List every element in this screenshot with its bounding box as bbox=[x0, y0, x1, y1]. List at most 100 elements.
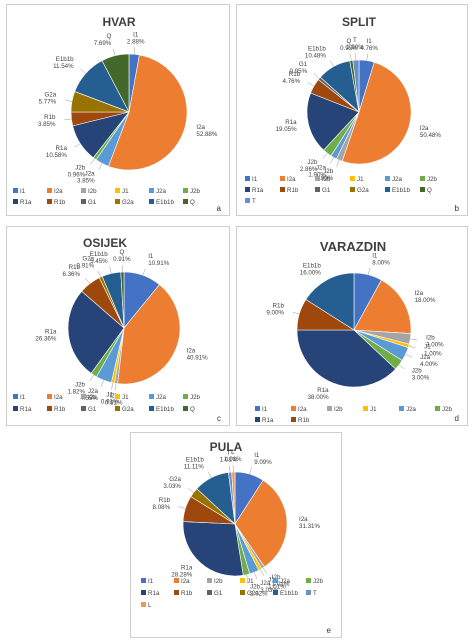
panel-letter: e bbox=[327, 626, 332, 635]
legend-label-i2a: I2a bbox=[287, 176, 296, 183]
data-label-j2a: J2a 3.03% bbox=[260, 580, 278, 594]
leader-line bbox=[133, 47, 136, 55]
legend-swatch-r1a bbox=[141, 590, 146, 595]
legend-swatch-r1a bbox=[13, 406, 18, 411]
legend-label-i2a: I2a bbox=[54, 188, 63, 195]
legend-swatch-r1a bbox=[255, 417, 260, 422]
data-label-g2a: G2a 0.91% bbox=[77, 256, 95, 270]
legend-swatch-i1 bbox=[13, 394, 18, 399]
legend-swatch-j2a bbox=[149, 188, 154, 193]
leader-line bbox=[65, 100, 73, 102]
data-label-t: T 1.01% bbox=[220, 449, 238, 463]
chart-title: HVAR bbox=[102, 15, 135, 29]
leader-line bbox=[292, 311, 300, 315]
data-label-e1b1b: E1b1b 10.48% bbox=[305, 46, 327, 60]
legend-swatch-g1 bbox=[207, 590, 212, 595]
leader-line bbox=[142, 268, 146, 276]
pie-slice-e1b1b bbox=[305, 272, 355, 331]
data-label-j2a: J2a 4.55% bbox=[80, 388, 98, 402]
data-label-j2b: J2b 1.82% bbox=[67, 382, 85, 396]
data-label-i1: I1 4.76% bbox=[360, 38, 378, 52]
legend-swatch-j1 bbox=[115, 394, 120, 399]
legend-label-j1: J1 bbox=[122, 188, 129, 195]
data-label-r1a: R1a 10.58% bbox=[46, 145, 68, 159]
legend-label-r1b: R1b bbox=[287, 187, 299, 194]
data-label-i1: I1 9.09% bbox=[254, 452, 272, 466]
legend-swatch-i1 bbox=[141, 578, 146, 583]
leader-line bbox=[313, 73, 320, 79]
data-label-r1b: R1b 8.08% bbox=[153, 497, 171, 511]
legend-swatch-i1 bbox=[245, 176, 250, 181]
data-label-l: L 1.01% bbox=[224, 449, 242, 463]
legend-label-e1b1b: E1b1b bbox=[392, 187, 410, 194]
leader-line bbox=[260, 569, 264, 576]
data-label-r1a: R1a 19.05% bbox=[276, 119, 298, 133]
legend-label-i2b: I2b bbox=[322, 176, 331, 183]
legend-swatch-q bbox=[183, 199, 188, 204]
legend-label-i1: I1 bbox=[262, 406, 268, 413]
data-label-t: T 1.90% bbox=[346, 37, 364, 51]
pie-slice-l bbox=[231, 471, 236, 525]
leader-line bbox=[178, 506, 186, 509]
data-label-j2b: J2b 2.86% bbox=[300, 159, 318, 173]
legend-swatch-j2b bbox=[306, 578, 311, 583]
legend-swatch-g2a bbox=[115, 199, 120, 204]
legend-swatch-r1b bbox=[174, 590, 179, 595]
pie-slice-r1a bbox=[306, 92, 360, 151]
leader-line bbox=[330, 157, 334, 164]
leader-line bbox=[111, 382, 114, 390]
legend-swatch-j2b bbox=[183, 188, 188, 193]
pie-slice-q bbox=[101, 53, 130, 113]
legend-label-t: T bbox=[313, 590, 317, 597]
legend-label-g2a: G2a bbox=[122, 199, 134, 206]
leader-line bbox=[246, 574, 249, 582]
legend-swatch-j2b bbox=[435, 406, 440, 411]
legend-label-r1a: R1a bbox=[20, 199, 32, 206]
leader-line bbox=[113, 48, 116, 56]
leader-line bbox=[322, 152, 328, 159]
pie-slice-r1a bbox=[67, 290, 125, 374]
leader-line bbox=[64, 118, 72, 121]
legend-label-j2a: J2a bbox=[406, 406, 417, 413]
leader-line bbox=[229, 465, 231, 473]
leader-line bbox=[249, 467, 252, 475]
panel-letter: a bbox=[217, 204, 222, 213]
legend-label-r1a: R1a bbox=[252, 187, 264, 194]
leader-line bbox=[367, 267, 371, 275]
leader-line bbox=[408, 345, 416, 349]
legend-label-j1: J1 bbox=[122, 394, 129, 401]
leader-line bbox=[398, 364, 405, 370]
legend-swatch-r1a bbox=[13, 199, 18, 204]
legend-swatch-j2a bbox=[385, 176, 390, 181]
data-label-i2a: I2a 18.00% bbox=[415, 290, 436, 304]
legend-swatch-j2a bbox=[149, 394, 154, 399]
legend-label-i2b: I2b bbox=[88, 188, 97, 195]
pie-slice-q bbox=[120, 271, 125, 329]
data-label-r1b: R1b 6.36% bbox=[62, 264, 80, 278]
leader-line bbox=[405, 354, 413, 358]
legend-label-i1: I1 bbox=[252, 176, 258, 183]
data-label-j2a: J2a 3.85% bbox=[77, 171, 95, 185]
data-label-j2b: J2b 0.96% bbox=[68, 165, 86, 179]
legend-swatch-g1 bbox=[81, 406, 86, 411]
legend-label-g2a: G2a bbox=[247, 590, 259, 597]
legend-label-i1: I1 bbox=[20, 188, 26, 195]
data-label-e1b1b: E1b1b 5.45% bbox=[90, 251, 108, 265]
leader-line bbox=[109, 266, 112, 274]
legend-label-i2b: I2b bbox=[88, 394, 97, 401]
legend-swatch-i2b bbox=[327, 406, 332, 411]
leader-line bbox=[100, 380, 104, 387]
legend-label-j2b: J2b bbox=[313, 578, 324, 585]
data-label-j1: J1 1.01% bbox=[268, 576, 286, 590]
legend-swatch-i2b bbox=[207, 578, 212, 583]
legend-swatch-g2a bbox=[240, 590, 245, 595]
legend-swatch-i2a bbox=[47, 188, 52, 193]
legend-label-i2a: I2a bbox=[181, 578, 190, 585]
legend-label-i2a: I2a bbox=[298, 406, 307, 413]
data-label-i1: I1 8.00% bbox=[372, 252, 390, 266]
pie-slice-i2a bbox=[353, 279, 412, 334]
panel-letter: d bbox=[455, 414, 459, 423]
data-label-r1a: R1a 38.00% bbox=[308, 387, 330, 401]
